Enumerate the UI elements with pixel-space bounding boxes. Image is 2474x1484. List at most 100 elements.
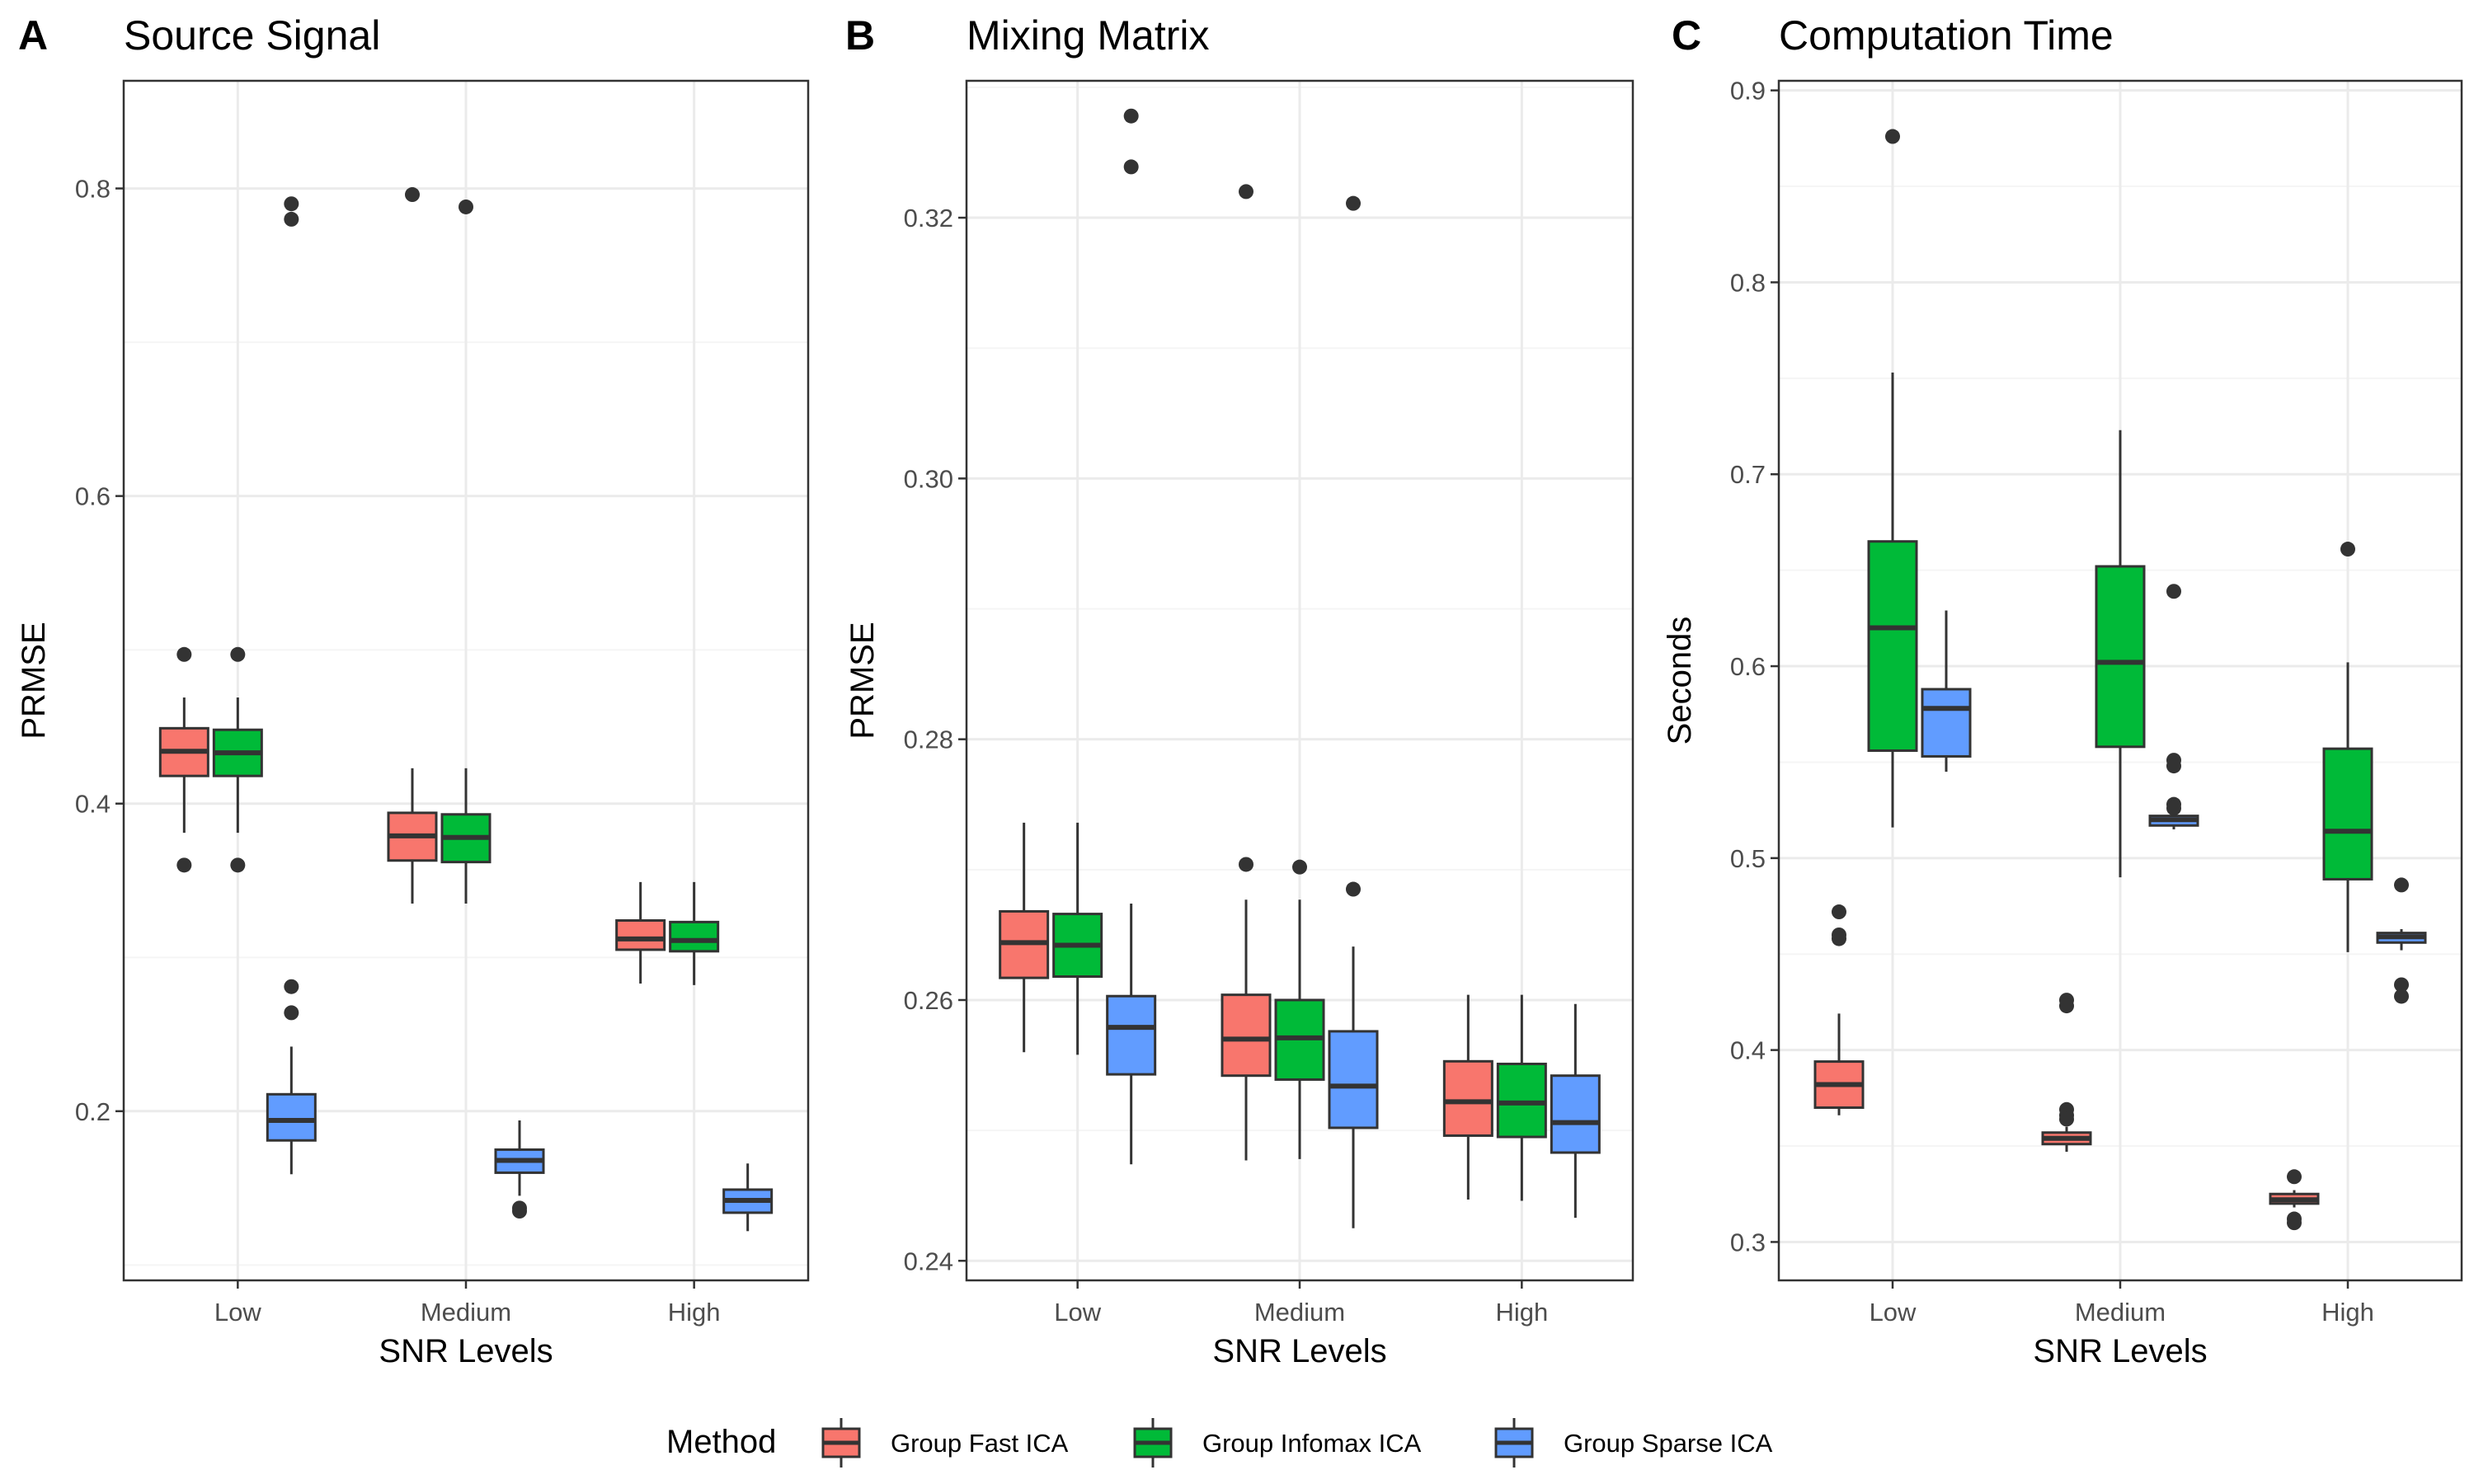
box-sparse-ica-low — [1921, 610, 1972, 773]
panel-title: Computation Time — [1779, 12, 2114, 59]
series-fast-ica — [1813, 904, 2320, 1231]
box-iqr — [669, 920, 720, 953]
y-tick-label: 0.32 — [904, 204, 953, 232]
x-tick-label: High — [1495, 1298, 1548, 1327]
outlier-point — [2166, 801, 2181, 816]
y-tick-label: 0.8 — [75, 175, 111, 204]
series-sparse-ica — [1106, 108, 1601, 1228]
outlier-point — [2394, 989, 2409, 1004]
box-sparse-ica-high — [722, 1163, 774, 1232]
box-infomax-ica-low — [1867, 129, 1918, 828]
box-sparse-ica-medium — [1328, 195, 1379, 1228]
outlier-point — [1832, 904, 1846, 920]
box-sparse-ica-medium — [494, 1120, 545, 1219]
box-iqr — [266, 1092, 317, 1142]
x-tick-label: Low — [214, 1298, 261, 1327]
outlier-point — [2059, 1111, 2074, 1127]
box-fast-ica-low — [999, 822, 1050, 1053]
series-sparse-ica — [266, 196, 774, 1232]
outlier-point — [284, 211, 299, 227]
box-iqr — [1442, 1059, 1493, 1137]
series-infomax-ica — [1052, 822, 1547, 1201]
outlier-point — [284, 196, 299, 212]
box-sparse-ica-low — [1106, 108, 1157, 1165]
x-tick-label: High — [2321, 1298, 2374, 1327]
box-iqr — [2095, 565, 2146, 749]
x-axis-title: SNR Levels — [2033, 1333, 2207, 1369]
y-tick-label: 0.24 — [904, 1247, 953, 1275]
x-tick-label: Medium — [1254, 1298, 1345, 1327]
legend-label: Group Sparse ICA — [1564, 1429, 1773, 1458]
y-axis-title: PRMSE — [16, 622, 52, 739]
panel-a: 0.2 0.4 0.6 0.8 Low Medium High SNR Levels PRMSE… — [16, 12, 810, 1369]
series-sparse-ica — [1921, 584, 2427, 1004]
outlier-point — [1123, 159, 1139, 175]
outlier-point — [1239, 184, 1253, 200]
x-axis-title: SNR Levels — [1212, 1333, 1386, 1369]
y-tick-label: 0.6 — [1730, 652, 1766, 681]
panel-title: Source Signal — [124, 12, 380, 59]
outlier-point — [176, 646, 192, 662]
outlier-point — [2059, 998, 2074, 1014]
box-sparse-ica-high — [1550, 1003, 1601, 1219]
x-tick-label: Medium — [2075, 1298, 2166, 1327]
x-tick-label: High — [668, 1298, 721, 1327]
panel-tag: A — [18, 12, 48, 59]
box-fast-ica-low — [158, 646, 209, 873]
x-tick-label: Low — [1054, 1298, 1101, 1327]
outlier-point — [230, 857, 246, 873]
outlier-point — [284, 979, 299, 994]
y-tick-label: 0.8 — [1730, 268, 1766, 297]
outlier-point — [2166, 584, 2181, 599]
series-fast-ica — [158, 187, 666, 984]
outlier-point — [1123, 108, 1139, 124]
legend-label: Group Infomax ICA — [1202, 1429, 1422, 1458]
y-tick-label: 0.4 — [1730, 1036, 1766, 1065]
x-tick-label: Medium — [421, 1298, 511, 1327]
legend-label: Group Fast ICA — [891, 1429, 1069, 1458]
outlier-point — [1885, 129, 1900, 144]
box-iqr — [1921, 688, 1972, 758]
legend-item-sparse-ica: Group Sparse ICA — [1494, 1418, 1773, 1468]
series-infomax-ica — [212, 199, 720, 985]
legend-item-infomax-ica: Group Infomax ICA — [1133, 1418, 1422, 1468]
outlier-point — [2287, 1169, 2302, 1185]
outlier-point — [2340, 542, 2355, 557]
panel-tag: C — [1672, 12, 1701, 59]
outlier-point — [1346, 881, 1361, 897]
y-tick-label: 0.9 — [1730, 77, 1766, 106]
box-iqr — [1867, 540, 1918, 752]
outlier-point — [1239, 857, 1253, 872]
box-infomax-ica-high — [2322, 542, 2373, 952]
box-fast-ica-high — [615, 881, 666, 984]
box-infomax-ica-low — [212, 646, 263, 873]
box-sparse-ica-low — [266, 196, 317, 1175]
y-axis-title: PRMSE — [844, 622, 881, 739]
box-infomax-ica-medium — [2095, 430, 2146, 878]
box-iqr — [1496, 1062, 1547, 1139]
y-tick-label: 0.7 — [1730, 460, 1766, 489]
outlier-point — [1292, 859, 1307, 875]
y-tick-label: 0.3 — [1730, 1228, 1766, 1256]
box-fast-ica-medium — [2041, 993, 2092, 1153]
box-iqr — [1106, 994, 1157, 1076]
x-tick-label: Low — [1870, 1298, 1917, 1327]
outlier-point — [1346, 195, 1361, 211]
legend-title: Method — [666, 1424, 776, 1460]
y-tick-label: 0.26 — [904, 986, 953, 1015]
outlier-point — [2287, 1215, 2302, 1231]
box-infomax-ica-high — [669, 881, 720, 985]
outlier-point — [459, 199, 473, 214]
box-fast-ica-low — [1813, 904, 1865, 1115]
outlier-point — [2394, 977, 2409, 993]
panel-tag: B — [845, 12, 875, 59]
outlier-point — [284, 1005, 299, 1021]
x-axis-title: SNR Levels — [379, 1333, 553, 1369]
panel-b: 0.24 0.26 0.28 0.30 0.32 Low Medium High SNR Lev… — [844, 12, 1634, 1369]
box-iqr — [2322, 747, 2373, 881]
legend: Method Group Fast ICA Group Infomax ICA Gro… — [666, 1418, 1773, 1468]
box-infomax-ica-high — [1496, 994, 1547, 1201]
box-iqr — [1550, 1074, 1601, 1154]
outlier-point — [1832, 931, 1846, 946]
